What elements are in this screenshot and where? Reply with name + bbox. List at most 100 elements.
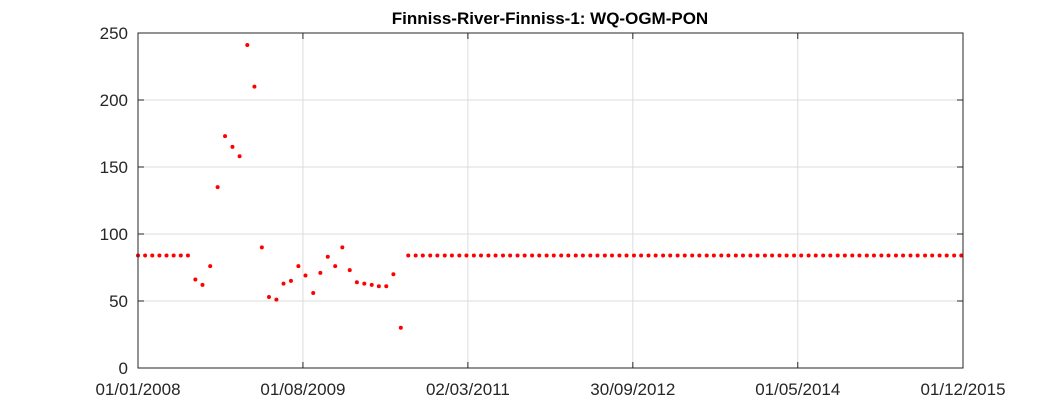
- data-point: [952, 253, 957, 258]
- data-point: [668, 253, 673, 258]
- data-point: [806, 253, 811, 258]
- data-point: [362, 281, 367, 286]
- data-point: [493, 253, 498, 258]
- data-point: [544, 253, 549, 258]
- data-point: [515, 253, 520, 258]
- y-tick-label: 0: [119, 359, 128, 378]
- data-point: [835, 253, 840, 258]
- data-point: [850, 253, 855, 258]
- data-point: [559, 253, 564, 258]
- data-point: [449, 253, 454, 258]
- data-point: [537, 253, 542, 258]
- data-point: [697, 253, 702, 258]
- data-point: [595, 253, 600, 258]
- data-point: [828, 253, 833, 258]
- data-point: [442, 253, 447, 258]
- data-point: [711, 253, 716, 258]
- y-tick-label: 50: [109, 292, 128, 311]
- data-point: [588, 253, 593, 258]
- y-tick-label: 250: [100, 24, 128, 43]
- data-point: [354, 280, 359, 285]
- data-point: [930, 253, 935, 258]
- data-point: [157, 253, 162, 258]
- data-point: [784, 253, 789, 258]
- data-point: [617, 253, 622, 258]
- data-point: [682, 253, 687, 258]
- data-point: [551, 253, 556, 258]
- data-point: [420, 253, 425, 258]
- data-point: [726, 253, 731, 258]
- data-point: [508, 253, 513, 258]
- data-point: [413, 253, 418, 258]
- data-point: [923, 253, 928, 258]
- data-point: [653, 253, 658, 258]
- data-point: [857, 253, 862, 258]
- plot-area-frame: [137, 32, 964, 369]
- data-point: [813, 253, 818, 258]
- data-point: [799, 253, 804, 258]
- data-point: [675, 253, 680, 258]
- data-point: [610, 253, 614, 258]
- x-tick-labels: 01/01/2008 01/08/2009 02/03/2011 30/09/2012…: [95, 380, 1005, 399]
- data-point: [639, 253, 644, 258]
- data-point: [500, 253, 505, 258]
- data-point: [237, 154, 242, 159]
- data-point: [471, 253, 476, 258]
- x-tick-label: 01/05/2014: [755, 380, 840, 399]
- data-point: [755, 253, 760, 258]
- data-point: [384, 284, 389, 289]
- x-tick-label: 30/09/2012: [590, 380, 675, 399]
- data-point: [602, 253, 607, 258]
- data-point: [164, 253, 169, 258]
- data-point: [893, 253, 898, 258]
- data-point: [864, 253, 869, 258]
- data-point: [886, 253, 891, 258]
- data-point: [333, 264, 338, 269]
- data-point: [944, 253, 949, 258]
- data-point: [573, 253, 578, 258]
- data-point: [821, 253, 826, 258]
- data-point: [733, 253, 738, 258]
- data-point: [178, 253, 183, 258]
- data-point: [661, 253, 666, 258]
- data-point: [391, 272, 396, 277]
- data-point: [937, 253, 942, 258]
- data-point: [259, 245, 264, 250]
- data-point: [215, 185, 220, 190]
- data-point: [311, 290, 316, 295]
- data-point: [369, 282, 374, 287]
- data-point: [150, 253, 155, 258]
- data-point: [719, 253, 724, 258]
- data-point: [376, 284, 381, 289]
- chart-title: Finniss-River-Finniss-1: WQ-OGM-PON: [392, 9, 708, 28]
- data-point: [428, 253, 433, 258]
- data-point: [185, 253, 190, 258]
- data-point: [792, 253, 797, 258]
- data-point: [274, 297, 279, 302]
- data-point: [435, 253, 440, 258]
- data-point: [325, 254, 330, 259]
- data-point: [208, 264, 213, 269]
- axis-ticks: [137, 32, 964, 369]
- x-tick-label: 01/08/2009: [260, 380, 345, 399]
- data-point: [223, 134, 228, 139]
- data-point: [908, 253, 913, 258]
- data-point: [230, 144, 235, 149]
- data-point: [842, 253, 847, 258]
- data-point: [479, 253, 484, 258]
- data-point: [296, 264, 301, 269]
- data-point: [631, 253, 636, 258]
- data-point: [915, 253, 920, 258]
- data-point: [901, 253, 906, 258]
- data-point: [193, 277, 198, 282]
- data-point: [252, 84, 257, 89]
- x-tick-label: 02/03/2011: [426, 380, 510, 399]
- data-point: [871, 253, 876, 258]
- data-point: [288, 278, 293, 283]
- y-tick-label: 100: [100, 225, 128, 244]
- data-point: [464, 253, 469, 258]
- grid-lines: [137, 32, 964, 369]
- y-tick-labels: 0 50 100 150 200 250: [100, 24, 128, 378]
- data-point: [770, 253, 775, 258]
- data-point: [303, 273, 308, 278]
